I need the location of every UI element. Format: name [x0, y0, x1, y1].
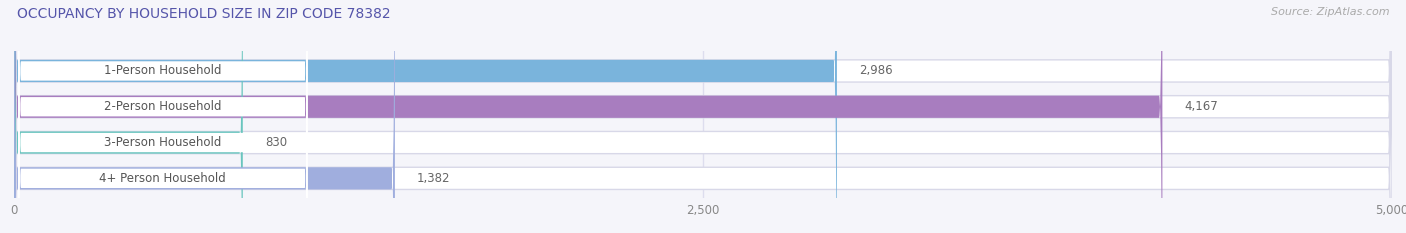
- FancyBboxPatch shape: [14, 0, 837, 233]
- Text: 3-Person Household: 3-Person Household: [104, 136, 222, 149]
- FancyBboxPatch shape: [14, 0, 1392, 233]
- Text: 830: 830: [264, 136, 287, 149]
- Text: 2-Person Household: 2-Person Household: [104, 100, 222, 113]
- Text: Source: ZipAtlas.com: Source: ZipAtlas.com: [1271, 7, 1389, 17]
- Text: OCCUPANCY BY HOUSEHOLD SIZE IN ZIP CODE 78382: OCCUPANCY BY HOUSEHOLD SIZE IN ZIP CODE …: [17, 7, 391, 21]
- Text: 4,167: 4,167: [1184, 100, 1218, 113]
- Text: 1,382: 1,382: [418, 172, 450, 185]
- FancyBboxPatch shape: [14, 0, 1163, 233]
- Text: 2,986: 2,986: [859, 65, 893, 77]
- FancyBboxPatch shape: [18, 0, 308, 233]
- FancyBboxPatch shape: [18, 0, 308, 233]
- Text: 4+ Person Household: 4+ Person Household: [100, 172, 226, 185]
- FancyBboxPatch shape: [14, 0, 1392, 233]
- FancyBboxPatch shape: [14, 0, 1392, 233]
- FancyBboxPatch shape: [14, 0, 243, 233]
- FancyBboxPatch shape: [18, 0, 308, 233]
- Text: 1-Person Household: 1-Person Household: [104, 65, 222, 77]
- FancyBboxPatch shape: [18, 0, 308, 233]
- FancyBboxPatch shape: [14, 0, 395, 233]
- FancyBboxPatch shape: [14, 0, 1392, 233]
